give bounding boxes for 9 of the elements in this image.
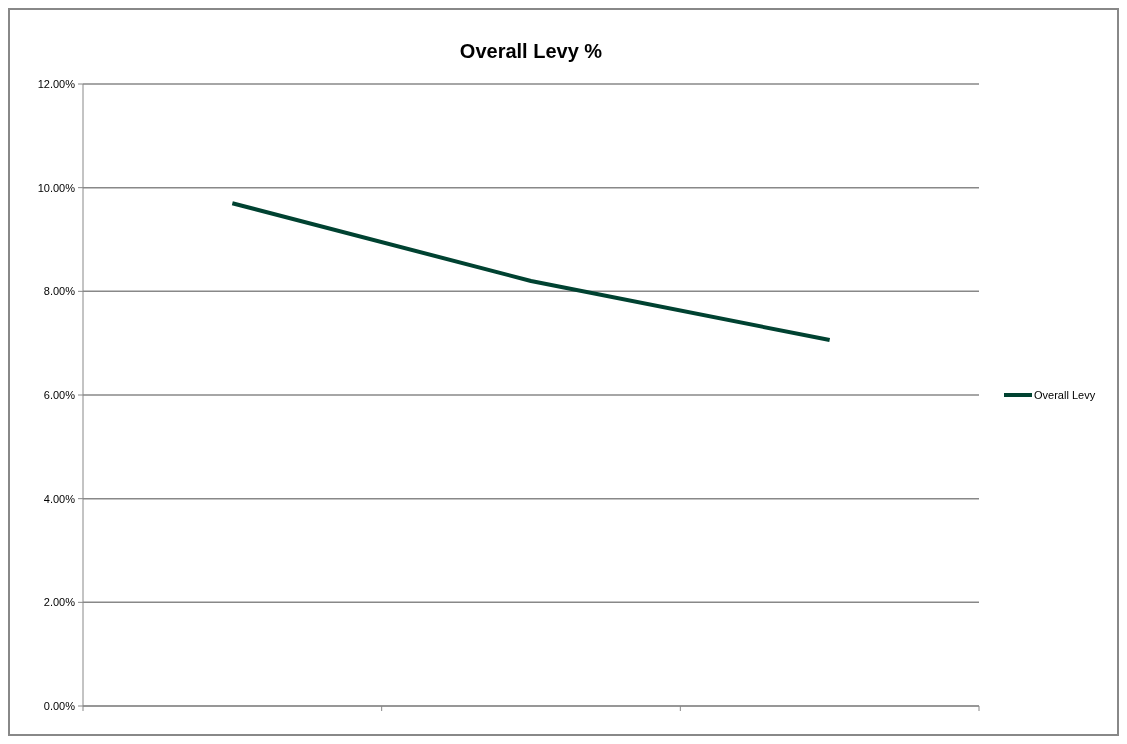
chart-title: Overall Levy %	[459, 40, 603, 62]
y-tick-label: 8.00%	[43, 285, 76, 298]
y-tick-label: 4.00%	[43, 492, 76, 505]
y-tick-label: 10.00%	[37, 181, 76, 194]
y-tick-label: 2.00%	[43, 596, 76, 609]
y-tick-label: 6.00%	[43, 388, 76, 401]
y-tick-label: 12.00%	[37, 77, 76, 90]
y-tick-label: 0.00%	[43, 699, 76, 712]
legend-label: Overall Levy	[1034, 388, 1096, 401]
